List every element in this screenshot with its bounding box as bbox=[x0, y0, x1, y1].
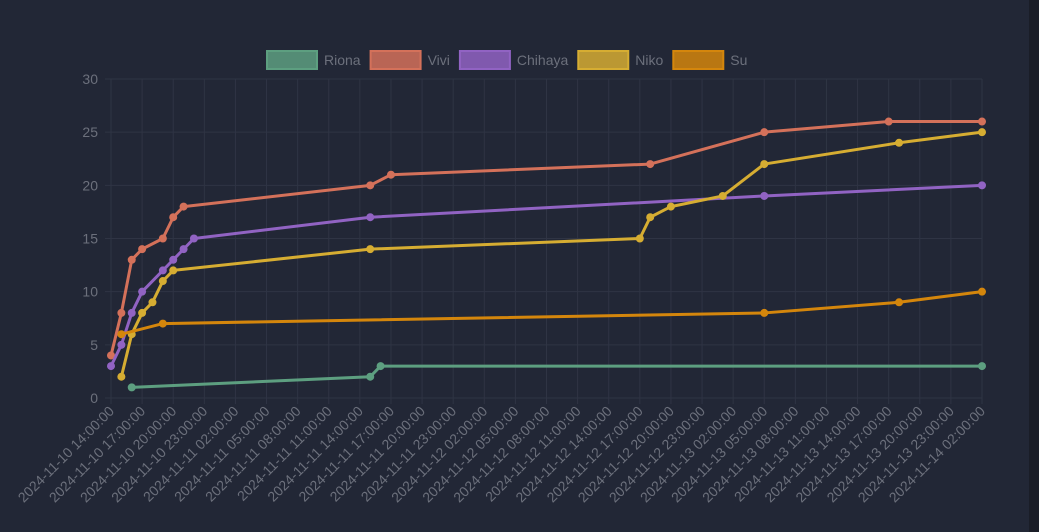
data-point[interactable] bbox=[366, 372, 375, 381]
data-point[interactable] bbox=[117, 340, 126, 349]
data-point[interactable] bbox=[127, 255, 136, 264]
data-point[interactable] bbox=[978, 181, 986, 190]
data-point[interactable] bbox=[978, 287, 986, 296]
data-point[interactable] bbox=[760, 191, 769, 200]
y-tick-label: 15 bbox=[82, 231, 98, 247]
data-point[interactable] bbox=[635, 234, 644, 243]
legend-label: Niko bbox=[635, 52, 663, 68]
data-point[interactable] bbox=[138, 287, 147, 296]
legend-item-su[interactable]: Su bbox=[672, 50, 747, 70]
y-tick-label: 5 bbox=[90, 337, 98, 353]
y-tick-label: 30 bbox=[82, 71, 98, 87]
data-point[interactable] bbox=[158, 234, 167, 243]
data-point[interactable] bbox=[718, 191, 727, 200]
legend-item-vivi[interactable]: Vivi bbox=[369, 50, 450, 70]
series-vivi bbox=[107, 117, 986, 360]
legend-item-niko[interactable]: Niko bbox=[577, 50, 664, 70]
legend-swatch bbox=[577, 50, 630, 70]
series-chihaya bbox=[107, 181, 986, 371]
y-tick-label: 10 bbox=[82, 284, 98, 300]
data-point[interactable] bbox=[117, 372, 126, 381]
series-su bbox=[117, 287, 986, 339]
data-point[interactable] bbox=[376, 362, 385, 371]
y-tick-label: 20 bbox=[82, 177, 98, 193]
data-point[interactable] bbox=[189, 234, 198, 243]
series-line bbox=[120, 290, 983, 336]
data-point[interactable] bbox=[158, 277, 167, 286]
legend-item-chihaya[interactable]: Chihaya bbox=[458, 50, 569, 70]
legend-swatch bbox=[458, 50, 511, 70]
data-point[interactable] bbox=[179, 202, 188, 211]
data-point[interactable] bbox=[148, 298, 157, 307]
data-point[interactable] bbox=[366, 213, 375, 222]
legend-label: Su bbox=[730, 52, 747, 68]
data-point[interactable] bbox=[158, 266, 167, 275]
data-point[interactable] bbox=[884, 117, 893, 126]
data-point[interactable] bbox=[895, 298, 904, 307]
data-point[interactable] bbox=[107, 351, 115, 360]
legend-swatch bbox=[369, 50, 422, 70]
data-point[interactable] bbox=[646, 213, 655, 222]
data-point[interactable] bbox=[978, 117, 986, 126]
scrollbar[interactable] bbox=[1029, 0, 1039, 532]
legend-swatch bbox=[672, 50, 725, 70]
data-point[interactable] bbox=[138, 308, 147, 317]
legend-label: Vivi bbox=[428, 52, 450, 68]
legend-item-riona[interactable]: Riona bbox=[266, 50, 361, 70]
data-point[interactable] bbox=[107, 362, 115, 371]
data-point[interactable] bbox=[666, 202, 675, 211]
data-point[interactable] bbox=[117, 308, 126, 317]
data-point[interactable] bbox=[117, 330, 126, 339]
data-point[interactable] bbox=[366, 245, 375, 254]
legend-label: Riona bbox=[324, 52, 361, 68]
data-point[interactable] bbox=[127, 308, 136, 317]
data-point[interactable] bbox=[169, 266, 178, 275]
data-point[interactable] bbox=[366, 181, 375, 190]
data-point[interactable] bbox=[179, 245, 188, 254]
data-point[interactable] bbox=[978, 362, 986, 371]
data-point[interactable] bbox=[127, 383, 136, 392]
series-niko bbox=[117, 128, 986, 381]
data-point[interactable] bbox=[895, 138, 904, 147]
data-point[interactable] bbox=[978, 128, 986, 137]
data-point[interactable] bbox=[138, 245, 147, 254]
legend-label: Chihaya bbox=[517, 52, 569, 68]
data-point[interactable] bbox=[760, 128, 769, 137]
data-point[interactable] bbox=[760, 160, 769, 169]
data-point[interactable] bbox=[158, 319, 167, 328]
data-point[interactable] bbox=[169, 255, 178, 264]
data-point[interactable] bbox=[646, 160, 655, 169]
y-tick-label: 0 bbox=[90, 390, 98, 406]
data-point[interactable] bbox=[386, 170, 395, 179]
series-riona bbox=[127, 362, 986, 392]
data-point[interactable] bbox=[169, 213, 178, 222]
y-tick-label: 25 bbox=[82, 124, 98, 140]
series-line bbox=[131, 364, 982, 389]
legend-swatch bbox=[266, 50, 318, 70]
data-point[interactable] bbox=[760, 308, 769, 317]
